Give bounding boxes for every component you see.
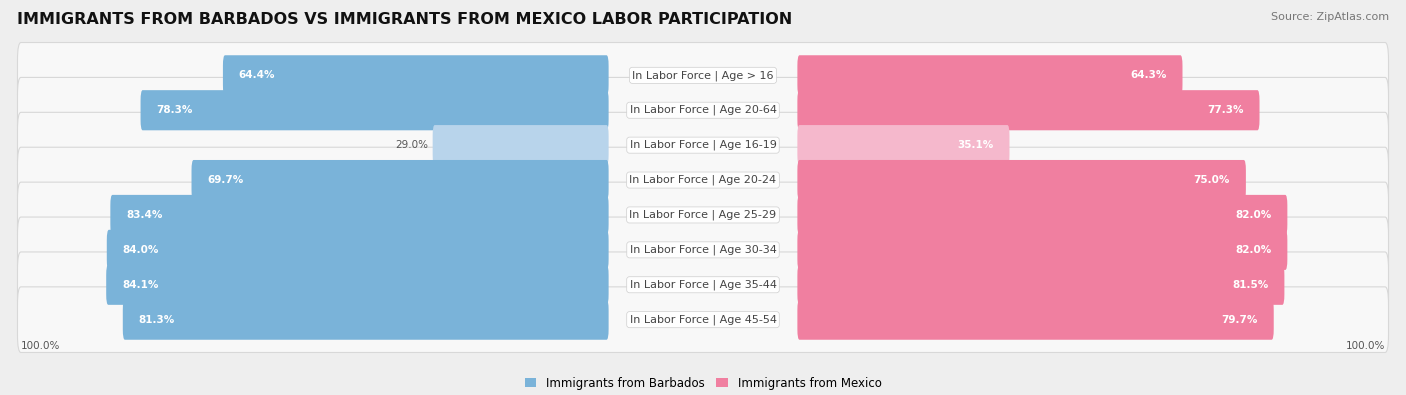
Text: In Labor Force | Age 25-29: In Labor Force | Age 25-29 — [630, 210, 776, 220]
Text: 81.5%: 81.5% — [1232, 280, 1268, 290]
Text: In Labor Force | Age 16-19: In Labor Force | Age 16-19 — [630, 140, 776, 150]
Text: In Labor Force | Age 45-54: In Labor Force | Age 45-54 — [630, 314, 776, 325]
FancyBboxPatch shape — [224, 55, 609, 96]
Text: 77.3%: 77.3% — [1208, 105, 1244, 115]
FancyBboxPatch shape — [797, 195, 1288, 235]
Text: In Labor Force | Age 35-44: In Labor Force | Age 35-44 — [630, 280, 776, 290]
FancyBboxPatch shape — [17, 77, 1389, 143]
FancyBboxPatch shape — [107, 265, 609, 305]
FancyBboxPatch shape — [797, 90, 1260, 130]
FancyBboxPatch shape — [797, 55, 1182, 96]
Text: 35.1%: 35.1% — [957, 140, 994, 150]
Text: IMMIGRANTS FROM BARBADOS VS IMMIGRANTS FROM MEXICO LABOR PARTICIPATION: IMMIGRANTS FROM BARBADOS VS IMMIGRANTS F… — [17, 12, 792, 27]
FancyBboxPatch shape — [17, 43, 1389, 108]
FancyBboxPatch shape — [17, 287, 1389, 352]
FancyBboxPatch shape — [17, 252, 1389, 318]
FancyBboxPatch shape — [797, 125, 1010, 165]
Text: 29.0%: 29.0% — [395, 140, 427, 150]
Text: 83.4%: 83.4% — [127, 210, 163, 220]
FancyBboxPatch shape — [17, 147, 1389, 213]
Text: In Labor Force | Age 30-34: In Labor Force | Age 30-34 — [630, 245, 776, 255]
Text: 69.7%: 69.7% — [207, 175, 243, 185]
FancyBboxPatch shape — [797, 299, 1274, 340]
FancyBboxPatch shape — [141, 90, 609, 130]
Text: 78.3%: 78.3% — [156, 105, 193, 115]
Text: In Labor Force | Age 20-64: In Labor Force | Age 20-64 — [630, 105, 776, 115]
Text: 84.1%: 84.1% — [122, 280, 159, 290]
FancyBboxPatch shape — [797, 230, 1288, 270]
FancyBboxPatch shape — [107, 230, 609, 270]
Text: 79.7%: 79.7% — [1222, 315, 1258, 325]
Text: 81.3%: 81.3% — [139, 315, 174, 325]
Text: Source: ZipAtlas.com: Source: ZipAtlas.com — [1271, 12, 1389, 22]
Text: In Labor Force | Age > 16: In Labor Force | Age > 16 — [633, 70, 773, 81]
Text: 100.0%: 100.0% — [1346, 341, 1385, 351]
FancyBboxPatch shape — [110, 195, 609, 235]
FancyBboxPatch shape — [122, 299, 609, 340]
Text: 64.4%: 64.4% — [239, 70, 276, 80]
Text: 64.3%: 64.3% — [1130, 70, 1167, 80]
Legend: Immigrants from Barbados, Immigrants from Mexico: Immigrants from Barbados, Immigrants fro… — [524, 377, 882, 390]
FancyBboxPatch shape — [797, 160, 1246, 200]
FancyBboxPatch shape — [191, 160, 609, 200]
FancyBboxPatch shape — [433, 125, 609, 165]
FancyBboxPatch shape — [17, 217, 1389, 283]
FancyBboxPatch shape — [797, 265, 1285, 305]
FancyBboxPatch shape — [17, 182, 1389, 248]
Text: In Labor Force | Age 20-24: In Labor Force | Age 20-24 — [630, 175, 776, 185]
FancyBboxPatch shape — [17, 112, 1389, 178]
Text: 82.0%: 82.0% — [1236, 245, 1271, 255]
Text: 75.0%: 75.0% — [1194, 175, 1230, 185]
Text: 84.0%: 84.0% — [122, 245, 159, 255]
Text: 100.0%: 100.0% — [21, 341, 60, 351]
Text: 82.0%: 82.0% — [1236, 210, 1271, 220]
